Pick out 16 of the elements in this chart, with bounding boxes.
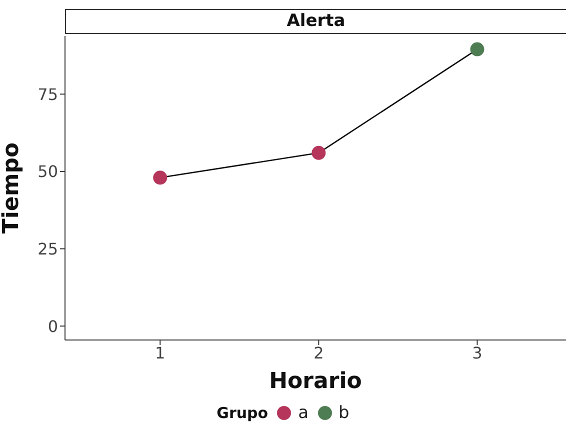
x-tick-label: 3 bbox=[472, 343, 482, 362]
y-axis-title: Tiempo bbox=[0, 142, 24, 234]
chart-title: Alerta bbox=[65, 9, 566, 34]
y-tick-label: 50 bbox=[38, 162, 58, 182]
y-tick-label: 75 bbox=[38, 84, 58, 104]
legend-label: b bbox=[338, 403, 350, 423]
y-tick-label: 0 bbox=[48, 316, 58, 336]
point bbox=[312, 146, 326, 160]
point bbox=[153, 170, 168, 185]
point bbox=[470, 42, 484, 56]
legend-title: Grupo bbox=[216, 404, 268, 422]
x-tick-label: 1 bbox=[155, 343, 166, 362]
legend-label: a bbox=[297, 403, 309, 423]
x-axis-title: Horario bbox=[269, 369, 362, 394]
x-tick-label: 2 bbox=[314, 343, 324, 362]
y-tick-label: 25 bbox=[38, 239, 58, 258]
